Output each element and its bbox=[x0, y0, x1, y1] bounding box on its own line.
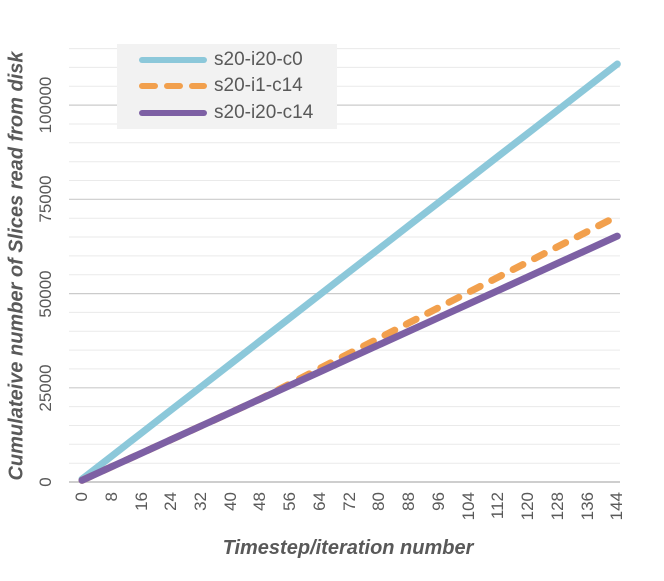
x-tick-label: 128 bbox=[547, 492, 567, 521]
legend-line-swatch bbox=[139, 57, 207, 64]
legend-item: s20-i20-c14 bbox=[117, 102, 337, 124]
x-tick-label: 72 bbox=[339, 492, 359, 511]
legend-label: s20-i1-c14 bbox=[214, 75, 303, 97]
x-tick-label: 32 bbox=[191, 492, 210, 511]
x-tick-label: 64 bbox=[309, 492, 329, 511]
legend-item: s20-i20-c0 bbox=[117, 49, 337, 71]
x-tick-label: 24 bbox=[161, 492, 181, 511]
y-axis-title: Cumulateive number of Slices read from d… bbox=[5, 51, 28, 481]
x-tick-label: 80 bbox=[369, 492, 389, 511]
x-tick-label: 48 bbox=[250, 492, 270, 511]
y-tick-label: 75000 bbox=[36, 175, 55, 223]
legend-label: s20-i20-c0 bbox=[214, 49, 303, 71]
x-tick-label: 136 bbox=[577, 492, 597, 521]
legend: s20-i20-c0 s20-i1-c14 s20-i20-c14 bbox=[117, 44, 337, 129]
legend-line-swatch bbox=[139, 83, 207, 90]
x-tick-label: 120 bbox=[518, 492, 538, 521]
x-tick-label: 0 bbox=[72, 492, 91, 502]
x-tick-label: 16 bbox=[131, 492, 151, 511]
x-tick-label: 96 bbox=[428, 492, 448, 511]
y-tick-label: 25000 bbox=[36, 364, 55, 412]
x-tick-label: 104 bbox=[458, 492, 478, 521]
series-line-s20-i20-c0 bbox=[78, 60, 621, 483]
x-tick-label: 144 bbox=[607, 492, 627, 521]
x-axis-title: Timestep/iteration number bbox=[222, 537, 474, 559]
y-tick-label: 100000 bbox=[36, 76, 55, 134]
y-tick-label: 0 bbox=[36, 477, 55, 487]
legend-label: s20-i20-c14 bbox=[214, 101, 314, 123]
x-tick-label: 40 bbox=[220, 492, 240, 511]
y-tick-label: 50000 bbox=[36, 269, 55, 318]
legend-line-swatch bbox=[139, 109, 207, 116]
series-line-s20-i20-c14 bbox=[78, 232, 621, 484]
legend-item: s20-i1-c14 bbox=[117, 75, 337, 97]
x-tick-label: 112 bbox=[488, 492, 508, 520]
x-tick-label: 88 bbox=[399, 492, 419, 511]
x-tick-label: 8 bbox=[101, 492, 121, 502]
x-tick-label: 56 bbox=[280, 492, 300, 511]
